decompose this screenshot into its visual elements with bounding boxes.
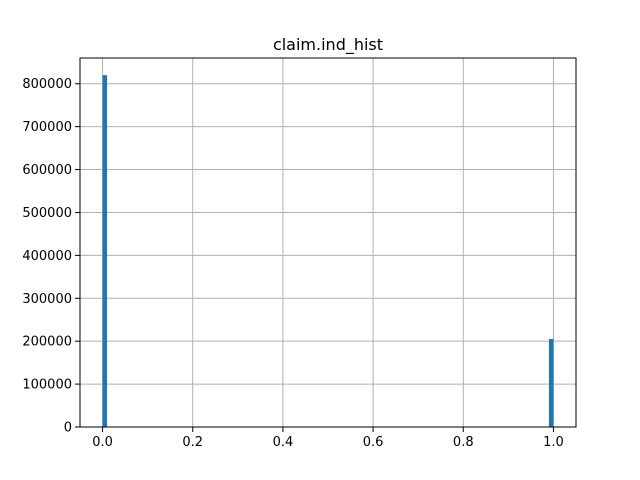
chart-title: claim.ind_hist bbox=[273, 35, 383, 55]
histogram-bar bbox=[102, 75, 108, 428]
y-tick-label: 100000 bbox=[22, 378, 72, 393]
plot-frame bbox=[79, 57, 577, 428]
x-tick-label: 0.4 bbox=[273, 435, 294, 450]
x-tick-label: 0.8 bbox=[453, 435, 474, 450]
axes: 0.0 0.2 0.4 0.6 0.8 1.0 0 100000 200000 300000 400… bbox=[22, 57, 577, 450]
y-tick-label: 600000 bbox=[22, 163, 72, 178]
x-tick-label: 0.0 bbox=[92, 435, 113, 450]
y-tick-label: 400000 bbox=[22, 249, 72, 264]
y-tick-label: 0 bbox=[64, 421, 72, 436]
x-tick-label: 0.2 bbox=[182, 435, 203, 450]
y-tick-label: 700000 bbox=[22, 120, 72, 135]
y-tick-label: 200000 bbox=[22, 335, 72, 350]
y-tick-label: 800000 bbox=[22, 77, 72, 92]
y-tick-label: 300000 bbox=[22, 292, 72, 307]
y-tick-label: 500000 bbox=[22, 206, 72, 221]
grid-lines bbox=[80, 58, 576, 428]
bars bbox=[102, 75, 554, 428]
histogram-bar bbox=[548, 339, 554, 427]
x-tick-label: 0.6 bbox=[363, 435, 384, 450]
x-tick-label: 1.0 bbox=[543, 435, 564, 450]
